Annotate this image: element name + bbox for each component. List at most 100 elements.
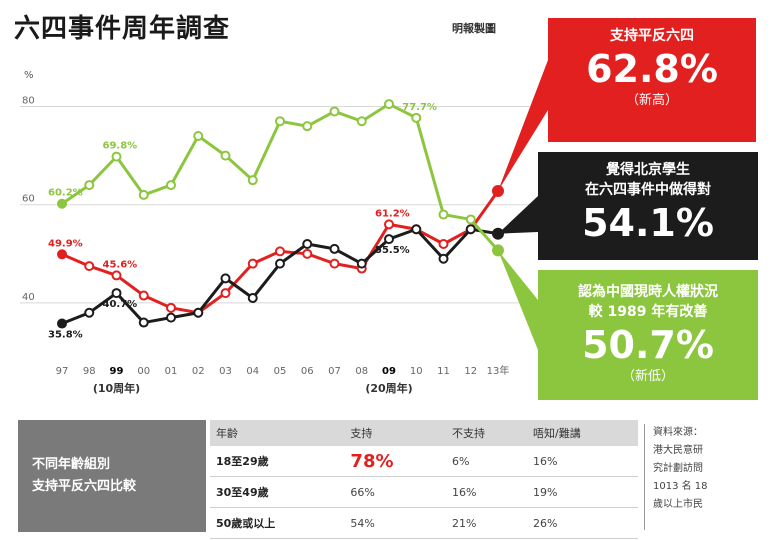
table-side-title-2: 支持平反六四比較	[32, 479, 137, 494]
callout-black-label-2: 在六四事件中做得對	[585, 182, 711, 198]
data-point	[356, 116, 367, 127]
data-point	[302, 239, 313, 249]
note-line: 歲以上市民	[653, 499, 703, 510]
data-label: 60.2%	[48, 188, 83, 199]
cell-oppose: 6%	[445, 446, 528, 477]
data-point	[84, 307, 95, 318]
cell-age: 18至29歲	[210, 446, 345, 477]
data-label: 55.5%	[375, 245, 410, 256]
data-point	[302, 121, 313, 132]
data-label: 49.9%	[48, 238, 83, 249]
callout-human-rights-improved: 認為中國現時人權狀況 較 1989 年有改善 50.7% （新低）	[538, 270, 758, 400]
data-point	[384, 99, 394, 110]
data-point	[247, 258, 258, 269]
note-line: 資料來源：	[653, 427, 703, 438]
data-point	[275, 246, 285, 257]
x-tick-label: 01	[165, 366, 178, 377]
cell-support: 66%	[344, 476, 446, 508]
callout-black-label-1: 覺得北京學生	[606, 162, 690, 178]
x-tick-label: 03	[219, 366, 232, 377]
data-point	[166, 302, 176, 313]
x-tick-label: 07	[328, 366, 341, 377]
data-label: 77.7%	[402, 102, 437, 113]
data-point	[138, 290, 149, 301]
x-tick-label: 05	[274, 366, 287, 377]
callout-red-tag: （新高）	[625, 93, 678, 108]
cell-support: 54%	[344, 507, 446, 539]
data-label: 40.7%	[103, 299, 138, 310]
data-point	[111, 151, 122, 162]
data-point	[438, 209, 449, 220]
data-label: 61.2%	[375, 208, 410, 219]
data-point	[329, 243, 340, 254]
y-tick-label: 40	[22, 292, 35, 303]
callout-students-right: 覺得北京學生 在六四事件中做得對 54.1%	[538, 152, 758, 260]
x-tick-label: 00	[137, 366, 150, 377]
table-header-row: 年齡 支持 不支持 唔知/難講	[210, 420, 638, 446]
x-tick-label: 97	[56, 366, 69, 377]
x-tick-label: 11	[437, 366, 450, 377]
cell-unsure: 16%	[527, 446, 638, 477]
data-point	[111, 270, 122, 281]
x-tick-label: 13年	[487, 364, 510, 377]
cell-oppose: 21%	[445, 507, 528, 539]
data-point	[220, 288, 231, 299]
x-tick-label: 04	[246, 366, 259, 377]
callout-red-value: 62.8%	[586, 47, 718, 91]
x-tick-label: 09	[382, 366, 396, 377]
cell-age: 30至49歲	[210, 476, 345, 508]
data-point	[356, 258, 367, 269]
x-tick-label: 12	[464, 366, 477, 377]
data-point	[138, 189, 149, 200]
cell-unsure: 19%	[527, 476, 638, 508]
callout-connector-green	[498, 250, 538, 350]
table-row: 18至29歲 78% 6% 16%	[210, 446, 638, 477]
data-point	[411, 224, 422, 235]
age-group-table: 不同年齡組別 支持平反六四比較 年齡 支持 不支持 唔知/難講 18至29歲 7…	[18, 420, 638, 539]
data-point	[438, 239, 449, 249]
x-tick-label: 10	[410, 366, 423, 377]
header-oppose: 不支持	[445, 420, 528, 446]
data-point	[329, 106, 340, 117]
data-point	[411, 112, 422, 123]
data-label: 35.8%	[48, 330, 83, 341]
data-point	[329, 258, 340, 269]
table-row: 50歲或以上 54% 21% 26%	[210, 507, 638, 539]
callout-connector-black	[498, 196, 538, 234]
data-point	[302, 248, 313, 259]
cell-unsure: 26%	[527, 507, 638, 539]
data-point	[247, 175, 258, 186]
header-unsure: 唔知/難講	[527, 420, 638, 446]
anniversary-label: (20周年)	[365, 381, 412, 395]
y-unit-label: %	[24, 70, 34, 81]
data-point	[57, 318, 67, 329]
data-point	[220, 150, 231, 161]
y-tick-label: 80	[22, 96, 35, 107]
data-point	[57, 249, 67, 260]
data-point	[57, 198, 67, 209]
callout-connector-red	[498, 60, 548, 191]
data-point	[247, 293, 258, 303]
callout-green-label-2: 較 1989 年有改善	[588, 304, 708, 320]
page-title: 六四事件周年調查	[14, 14, 231, 44]
data-point	[438, 253, 449, 264]
data-point	[166, 312, 176, 323]
callout-support-vindication: 支持平反六四 62.8% （新高）	[548, 18, 756, 142]
data-point	[220, 273, 231, 284]
anniversary-label: (10周年)	[93, 381, 140, 395]
data-point	[465, 214, 476, 225]
data-point	[111, 288, 122, 299]
table-side-title-1: 不同年齡組別	[32, 457, 111, 472]
x-tick-label: 02	[192, 366, 205, 377]
data-table: 年齡 支持 不支持 唔知/難講 18至29歲 78% 6% 16% 30至49歲…	[210, 420, 638, 539]
source-note: 資料來源： 港大民意研 究計劃訪問 1013 名 18 歲以上市民	[644, 424, 764, 530]
data-point	[166, 180, 176, 191]
header-support: 支持	[344, 420, 446, 446]
data-label: 45.6%	[103, 259, 138, 270]
x-tick-label: 98	[83, 366, 96, 377]
y-tick-label: 60	[22, 194, 35, 205]
data-point	[275, 258, 285, 269]
callout-red-label: 支持平反六四	[610, 28, 694, 44]
note-line: 港大民意研	[653, 445, 703, 456]
